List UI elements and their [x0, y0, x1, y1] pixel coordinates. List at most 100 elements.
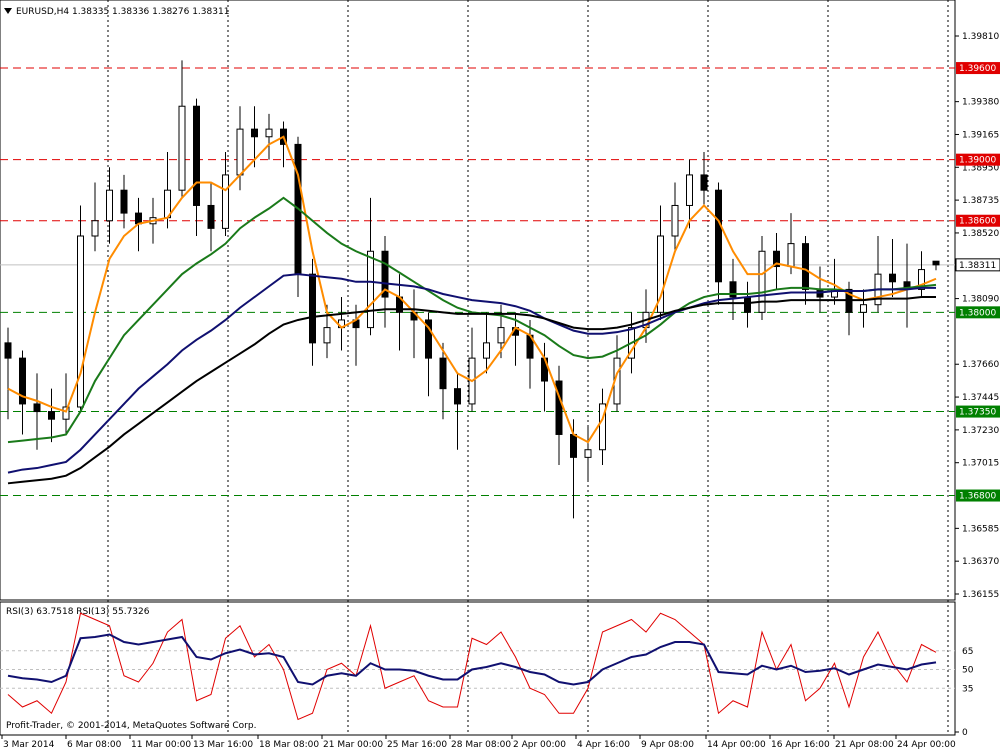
candle — [599, 388, 606, 465]
chart-title: EURUSD,H4 1.38335 1.38336 1.38276 1.3831… — [16, 7, 229, 17]
y-tick-label: 1.36155 — [962, 590, 999, 600]
x-tick-label: 14 Apr 00:00 — [707, 740, 766, 750]
candle — [265, 113, 273, 160]
candle-body — [773, 250, 780, 268]
level-label: 1.37350 — [959, 408, 996, 418]
candle — [33, 373, 41, 450]
candle-body — [570, 433, 577, 458]
x-tick-label: 4 Apr 16:00 — [577, 740, 630, 750]
level-label: 1.39000 — [959, 156, 996, 166]
candle — [193, 98, 200, 236]
y-tick-label: 1.38950 — [962, 163, 999, 173]
y-tick-label: 1.37660 — [962, 360, 999, 370]
candle-body — [33, 403, 41, 413]
candle — [657, 205, 664, 320]
candle-body — [657, 235, 664, 313]
candle-body — [178, 105, 186, 191]
candle-body — [222, 174, 229, 229]
candle-body — [62, 406, 70, 420]
rsi-tick-label: 50 — [962, 666, 974, 676]
candle — [715, 182, 722, 305]
candle-body — [555, 380, 563, 435]
candle — [251, 106, 258, 168]
moving-average — [7, 196, 937, 444]
candle — [860, 289, 867, 328]
candle — [773, 232, 780, 290]
candle — [309, 258, 316, 366]
y-tick-label: 1.36585 — [962, 524, 999, 534]
candle-body — [860, 304, 867, 313]
candle-body — [932, 260, 940, 266]
x-tick-label: 21 Mar 00:00 — [323, 740, 383, 750]
candle-body — [251, 128, 258, 138]
candle — [4, 327, 12, 420]
candle-body — [744, 296, 751, 313]
candle-body — [889, 273, 896, 283]
x-tick-label: 18 Mar 08:00 — [259, 740, 319, 750]
y-tick-label: 1.36370 — [962, 557, 999, 567]
level-label: 1.39600 — [959, 64, 996, 74]
candle — [483, 312, 490, 374]
y-tick-label: 1.39380 — [962, 98, 999, 108]
footer: Profit-Trader, © 2001-2014, MetaQuotes S… — [6, 721, 256, 731]
x-tick-label: 11 Mar 00:00 — [131, 740, 191, 750]
rsi-tick-label: 35 — [962, 684, 973, 694]
candle — [729, 258, 737, 320]
candle — [178, 60, 186, 198]
level-label-box — [956, 62, 1000, 75]
level-label: 1.38600 — [959, 217, 996, 227]
candle — [106, 167, 113, 244]
candle — [91, 182, 99, 252]
candle — [555, 365, 563, 465]
candle — [77, 205, 84, 412]
candle-body — [381, 250, 389, 298]
candle-body — [802, 243, 809, 290]
x-tick-label: 2 Apr 00:00 — [513, 740, 566, 750]
candle — [584, 426, 592, 481]
y-tick-label: 1.37015 — [962, 459, 999, 469]
candle — [381, 235, 389, 328]
candle — [48, 388, 55, 443]
candle — [918, 251, 925, 298]
candle — [19, 350, 26, 435]
candle-body — [77, 235, 84, 408]
candle-body — [918, 269, 925, 290]
x-tick-label: 21 Apr 08:00 — [835, 740, 894, 750]
candle — [120, 174, 128, 229]
candle-body — [700, 174, 708, 191]
candle-body — [323, 327, 331, 344]
candle — [686, 159, 693, 229]
candle — [222, 152, 229, 236]
candle — [439, 342, 447, 420]
candle-body — [265, 128, 273, 138]
rsi-tick-label: 65 — [962, 647, 973, 657]
candle-body — [787, 243, 795, 268]
candle-body — [48, 411, 55, 420]
level-label-box — [956, 153, 1000, 166]
x-tick-label: 16 Apr 16:00 — [771, 740, 830, 750]
symbol-marker — [4, 8, 12, 14]
candle-body — [236, 128, 244, 176]
candle — [932, 260, 940, 271]
x-tick-label: 24 Apr 00:00 — [897, 740, 956, 750]
candle — [207, 182, 215, 252]
candle-body — [715, 189, 722, 283]
candle-body — [120, 189, 128, 214]
candle — [367, 197, 374, 336]
candle-body — [19, 357, 26, 405]
rsi-line — [7, 633, 937, 686]
y-tick-label: 1.38090 — [962, 295, 999, 305]
y-tick-label: 1.38520 — [962, 229, 999, 239]
moving-average — [7, 135, 937, 444]
candle — [758, 235, 766, 320]
candle — [700, 152, 708, 206]
candle — [454, 373, 461, 450]
candle-body — [686, 174, 693, 206]
level-label: 1.38000 — [959, 308, 996, 318]
x-tick-label: 3 Mar 2014 — [3, 740, 55, 750]
candle-body — [309, 273, 316, 344]
x-tick-label: 9 Apr 08:00 — [641, 740, 694, 750]
candle-body — [729, 281, 737, 298]
candle-body — [135, 212, 142, 225]
